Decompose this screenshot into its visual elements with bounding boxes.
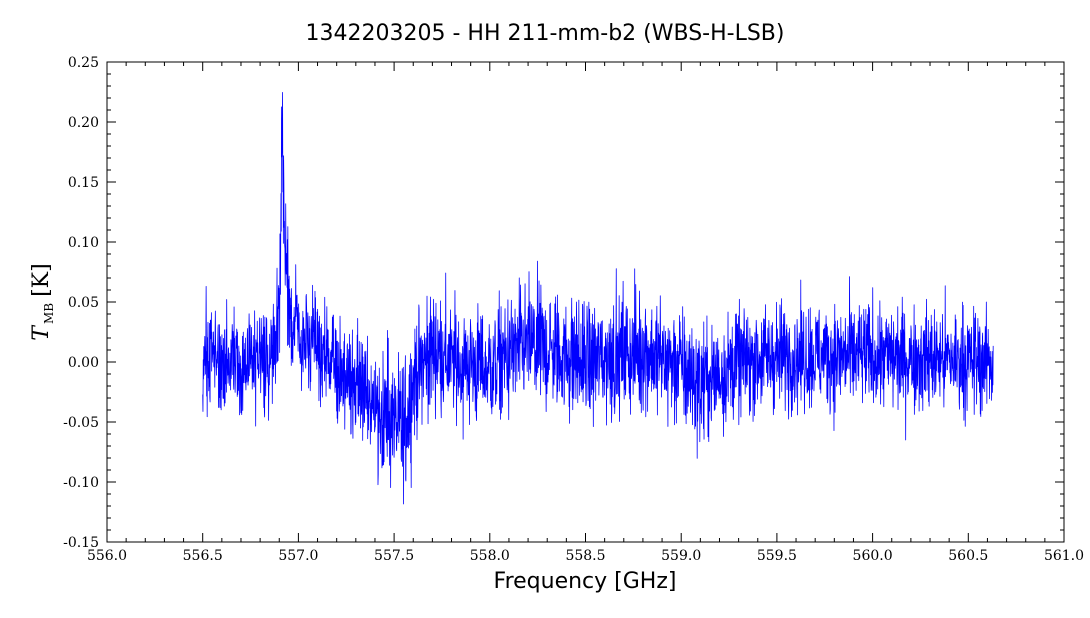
chart-title: 1342203205 - HH 211-mm-b2 (WBS-H-LSB) (306, 21, 785, 46)
y-tick-label: 0.15 (68, 175, 99, 191)
x-tick-label: 559.0 (661, 548, 701, 564)
svg-text:TMB[K]: TMB [K] (29, 263, 56, 340)
y-tick-label: 0.25 (68, 55, 99, 71)
plot-frame (106, 61, 1065, 543)
y-axis-label: TMB [K] (29, 263, 56, 340)
y-tick-label: 0.10 (68, 235, 99, 251)
y-axis-label-symbol: T (29, 324, 54, 341)
y-tick-label: -0.10 (63, 475, 99, 491)
y-tick-label: 0.05 (68, 295, 99, 311)
x-tick-label: 556.0 (87, 548, 127, 564)
x-tick-label: 559.5 (757, 548, 797, 564)
y-axis-label-unit: [K] (29, 263, 54, 297)
spectrum-line (202, 92, 994, 505)
y-tick-label: 0.20 (68, 115, 99, 131)
x-tick-label: 560.0 (853, 548, 893, 564)
x-tick-label: 558.0 (470, 548, 510, 564)
y-tick-label: -0.05 (63, 415, 99, 431)
x-tick-label: 560.5 (948, 548, 988, 564)
x-tick-label: 556.5 (183, 548, 223, 564)
x-tick-label: 561.0 (1044, 548, 1084, 564)
x-tick-label: 557.5 (374, 548, 414, 564)
y-axis-label-subscript: MB (42, 303, 56, 324)
y-tick-label: 0.00 (68, 355, 99, 371)
x-tick-label: 558.5 (565, 548, 605, 564)
y-tick-label: -0.15 (63, 535, 99, 551)
x-tick-label: 557.0 (278, 548, 318, 564)
x-axis-label: Frequency [GHz] (494, 569, 677, 594)
